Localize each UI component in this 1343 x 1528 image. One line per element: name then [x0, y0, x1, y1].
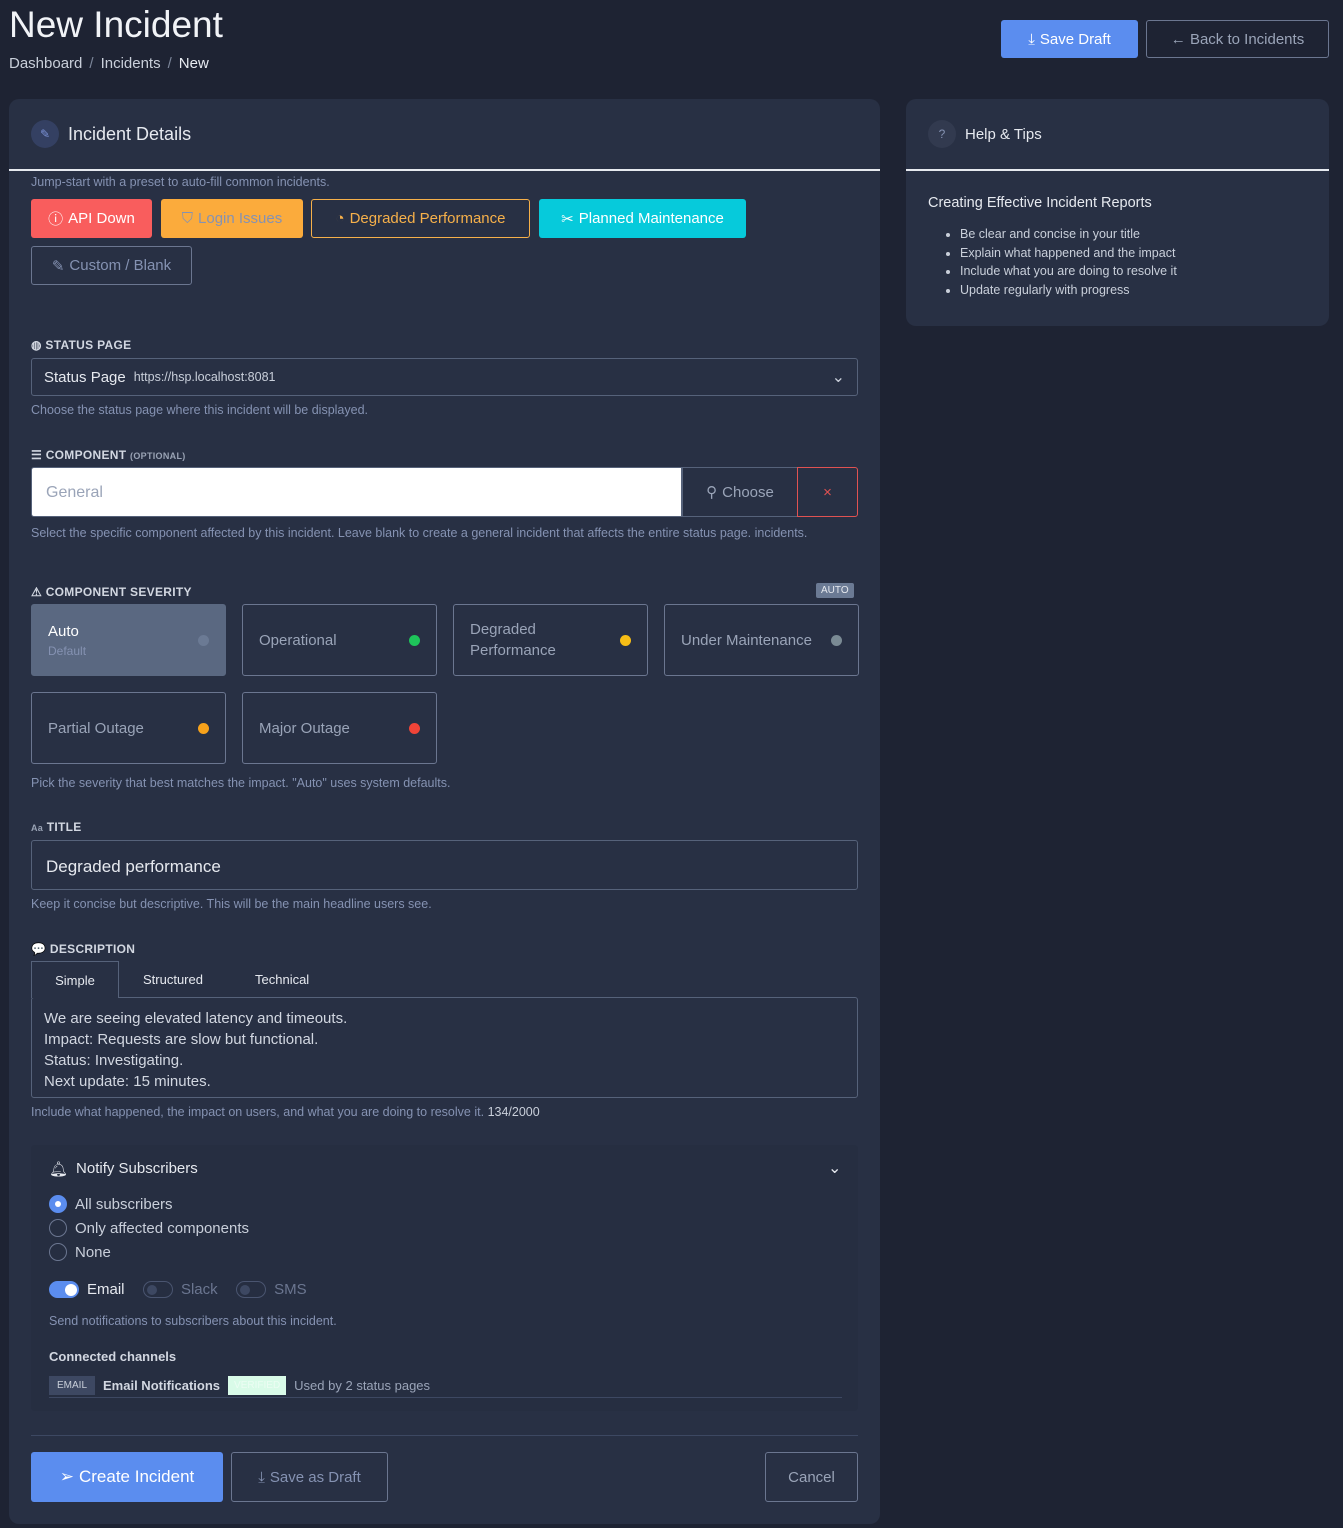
toggle-email[interactable]: Email — [49, 1281, 125, 1298]
severity-label-text: Operational — [259, 631, 337, 649]
edit-icon: ✎ — [51, 257, 65, 275]
severity-option[interactable]: Partial Outage — [31, 692, 226, 764]
channel-toggles: Email Slack SMS — [49, 1281, 321, 1303]
breadcrumb-dashboard[interactable]: Dashboard — [9, 55, 83, 72]
notify-header[interactable]: 🔔︎ Notify Subscribers — [49, 1160, 198, 1178]
component-help: Select the specific component affected b… — [31, 526, 808, 540]
channel-type-badge: EMAIL — [49, 1375, 96, 1395]
preset-custom-blank[interactable]: ✎ Custom / Blank — [31, 246, 192, 285]
create-incident-button[interactable]: ➢ Create Incident — [31, 1452, 223, 1502]
chevron-down-icon: ⌄ — [831, 369, 845, 386]
preset-login-issues[interactable]: ⛉ Login Issues — [161, 199, 303, 238]
severity-option[interactable]: Under Maintenance — [664, 604, 859, 676]
tab-structured[interactable]: Structured — [143, 972, 203, 987]
help-card: ? Help & Tips Creating Effective Incident… — [906, 99, 1329, 326]
title-input[interactable]: Degraded performance — [31, 840, 858, 890]
severity-label-text: Major Outage — [259, 719, 350, 737]
back-to-incidents-button[interactable]: ← Back to Incidents — [1146, 20, 1329, 58]
breadcrumb: Dashboard / Incidents / New — [9, 55, 209, 72]
preset-api-down[interactable]: ⓘ API Down — [31, 199, 152, 238]
clear-component-button[interactable]: × — [797, 467, 858, 517]
severity-option[interactable]: Degraded Performance — [453, 604, 648, 676]
tips-list: Be clear and concise in your titleExplai… — [906, 211, 1329, 299]
status-dot-icon — [831, 634, 842, 646]
description-help: Include what happened, the impact on use… — [31, 1105, 485, 1119]
severity-label-text: Degraded Performance — [470, 621, 556, 659]
connected-channel-row: EMAIL Email Notifications VERIFIED Used … — [49, 1373, 842, 1398]
component-label: ☰ COMPONENT (OPTIONAL) — [31, 448, 186, 462]
component-input[interactable]: General — [31, 467, 682, 517]
globe-icon: ◍ — [31, 338, 42, 352]
radio-only-affected[interactable]: Only affected components — [49, 1216, 249, 1240]
pencil-icon: ✎ — [31, 120, 59, 148]
status-dot-icon — [198, 722, 209, 734]
radio-all-subscribers[interactable]: All subscribers — [49, 1192, 249, 1216]
severity-label: ⚠ COMPONENT SEVERITY — [31, 585, 192, 599]
notify-audience: All subscribers Only affected components… — [49, 1192, 249, 1264]
shield-icon: ⛉ — [181, 210, 194, 227]
status-dot-icon — [409, 722, 420, 734]
char-count: 134/2000 — [487, 1105, 540, 1119]
toggle-slack[interactable]: Slack — [142, 1281, 218, 1298]
status-dot-icon — [198, 634, 209, 646]
save-draft-button[interactable]: ⤓ Save Draft — [1001, 20, 1138, 58]
status-dot-icon — [409, 634, 420, 646]
tab-technical[interactable]: Technical — [255, 972, 310, 987]
toggle-sms[interactable]: SMS — [236, 1281, 307, 1298]
chevron-down-icon[interactable]: ⌄ — [828, 1160, 842, 1177]
severity-option[interactable]: Major Outage — [242, 692, 437, 764]
severity-label-text: Under Maintenance — [681, 631, 812, 649]
save-as-draft-button[interactable]: ⤓ Save as Draft — [231, 1452, 388, 1502]
severity-option[interactable]: Operational — [242, 604, 437, 676]
preset-degraded-performance[interactable]: ◔ Degraded Performance — [311, 199, 530, 238]
tab-simple[interactable]: Simple — [31, 961, 119, 998]
question-icon: ? — [928, 120, 956, 148]
description-label: 💬 DESCRIPTION — [31, 942, 136, 956]
help-title: Help & Tips — [965, 125, 1042, 143]
severity-label-text: Partial Outage — [48, 719, 144, 737]
radio-none[interactable]: None — [49, 1240, 249, 1264]
description-textarea[interactable]: We are seeing elevated latency and timeo… — [31, 997, 858, 1098]
breadcrumb-incidents[interactable]: Incidents — [100, 55, 161, 72]
send-icon: ➢ — [59, 1467, 74, 1486]
warning-icon: ⚠ — [31, 585, 43, 599]
search-icon: ⚲ — [706, 484, 718, 501]
choose-component-button[interactable]: ⚲ Choose — [682, 467, 798, 517]
card-title: Incident Details — [68, 123, 192, 144]
status-page-select[interactable]: Status Page https://hsp.localhost:8081 ⌄ — [31, 358, 858, 396]
preset-planned-maintenance[interactable]: ✂ Planned Maintenance — [539, 199, 746, 238]
preset-hint: Jump-start with a preset to auto-fill co… — [31, 175, 330, 189]
title-label: Aa TITLE — [31, 820, 82, 834]
severity-label-text: Auto — [48, 622, 79, 640]
alert-circle-icon: ⓘ — [48, 211, 64, 228]
help-subtitle: Creating Effective Incident Reports — [928, 195, 1152, 211]
tools-icon: ✂ — [561, 210, 574, 228]
download-icon: ⤓ — [258, 1468, 265, 1486]
severity-option[interactable]: Auto Default — [31, 604, 226, 676]
notify-panel — [31, 1145, 858, 1411]
download-icon: ⤓ — [1028, 30, 1035, 48]
title-help: Keep it concise but descriptive. This wi… — [31, 897, 432, 911]
notify-help: Send notifications to subscribers about … — [49, 1314, 337, 1328]
severity-help: Pick the severity that best matches the … — [31, 776, 451, 790]
status-page-label: ◍ STATUS PAGE — [31, 338, 132, 352]
gauge-icon: ◔ — [335, 210, 345, 227]
cancel-button[interactable]: Cancel — [765, 1452, 858, 1502]
page-title: New Incident — [9, 4, 223, 45]
database-icon: ☰ — [31, 448, 43, 462]
verified-badge: VERIFIED — [228, 1375, 287, 1395]
breadcrumb-current: New — [178, 55, 209, 72]
connected-channels-label: Connected channels — [49, 1349, 177, 1364]
status-dot-icon — [620, 634, 631, 646]
severity-sub: Default — [48, 643, 87, 658]
channel-usage: Used by 2 status pages — [294, 1377, 431, 1393]
bell-icon: 🔔︎ — [49, 1161, 69, 1178]
status-page-help: Choose the status page where this incide… — [31, 403, 369, 417]
auto-badge: AUTO — [816, 583, 854, 598]
comment-icon: 💬 — [31, 942, 47, 956]
channel-name: Email Notifications — [103, 1377, 221, 1393]
